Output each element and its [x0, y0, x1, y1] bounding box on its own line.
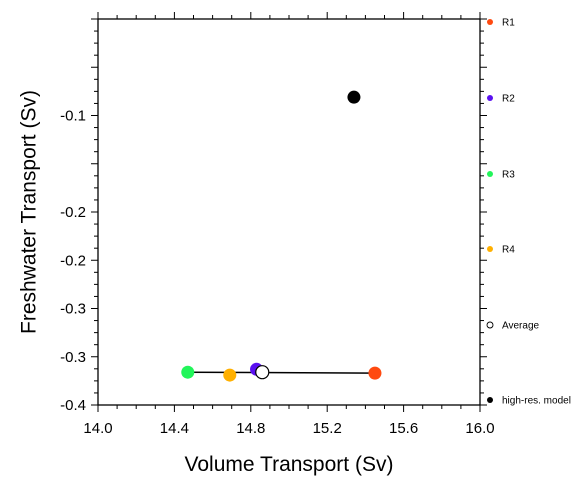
y-tick-label: -0.2 — [60, 204, 86, 221]
legend-label-high-res-model: high-res. model — [502, 396, 571, 407]
legend-marker-r3 — [487, 171, 493, 177]
data-point-average — [255, 365, 270, 380]
y-tick-label: -0.3 — [60, 301, 86, 318]
legend-label-r4: R4 — [502, 245, 515, 256]
y-axis-title: Freshwater Transport (Sv) — [17, 90, 40, 334]
x-tick-label: 14.8 — [236, 420, 265, 437]
legend-marker-r4 — [487, 246, 493, 252]
range-line — [187, 371, 375, 374]
legend-marker-r1 — [487, 19, 493, 25]
x-tick-label: 14.0 — [83, 420, 112, 437]
data-point-high-res-model — [347, 90, 361, 104]
x-tick-label: 15.2 — [313, 420, 342, 437]
data-point-r3 — [181, 365, 195, 379]
legend-label-r3: R3 — [502, 170, 515, 181]
legend-label-average: Average — [502, 321, 540, 332]
y-tick-label: -0.1 — [60, 108, 86, 125]
legend-marker-r2 — [487, 95, 493, 101]
x-tick-label: 15.6 — [389, 420, 418, 437]
legend-marker-high-res-model — [487, 397, 493, 403]
x-axis-title: Volume Transport (Sv) — [185, 453, 394, 476]
data-point-r1 — [368, 366, 382, 380]
range-line-layer — [187, 371, 375, 374]
x-tick-label: 14.4 — [160, 420, 189, 437]
tick-labels: 14.0 14.4 14.8 15.2 15.6 16.0 -0.1 -0.2 -0.2 -0.3… — [60, 108, 494, 438]
y-tick-label: -0.4 — [60, 397, 86, 414]
y-tick-label: -0.2 — [60, 252, 86, 269]
tick-marks — [91, 12, 487, 412]
data-points — [181, 90, 382, 382]
y-tick-label: -0.3 — [60, 349, 86, 366]
plot-frame — [97, 18, 481, 406]
data-point-r4 — [223, 368, 237, 382]
x-tick-label: 16.0 — [465, 420, 494, 437]
legend-label-r1: R1 — [502, 18, 515, 29]
legend-label-r2: R2 — [502, 94, 515, 105]
legend: R1 R2 R3 R4 Average high-res. model — [486, 18, 571, 407]
legend-marker-average — [486, 321, 494, 329]
